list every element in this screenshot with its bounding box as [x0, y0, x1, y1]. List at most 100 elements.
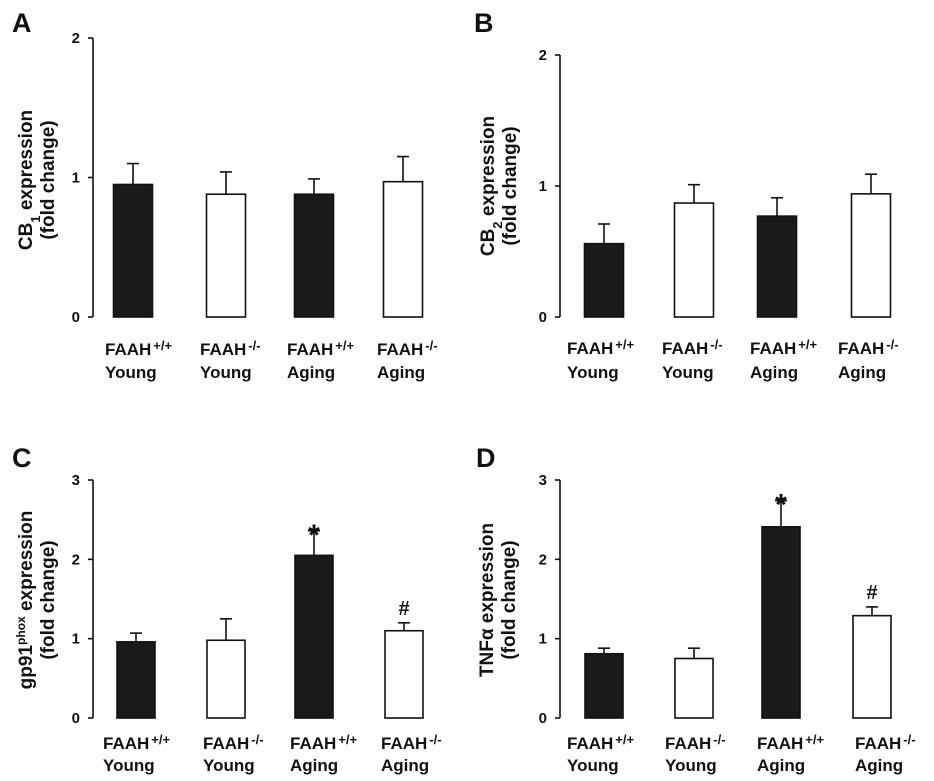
y-tick-label: 0 [539, 309, 547, 326]
category-label-genotype: +/+ [151, 732, 170, 747]
bar [206, 639, 246, 719]
category-label-genotype: -/- [251, 732, 263, 747]
y-tick-label: 0 [72, 309, 80, 326]
category-label-line2: Aging [287, 363, 335, 382]
category-label-gene: FAAH [200, 340, 246, 359]
bar [584, 652, 624, 719]
y-label-part: CB [16, 223, 37, 250]
y-tick-label: 2 [72, 30, 80, 47]
y-label-part: expression [16, 511, 37, 617]
bar [673, 202, 715, 318]
y-axis-label-line1: TNFα expression [477, 523, 498, 677]
y-label-subscript: phox [14, 616, 28, 645]
category-label-line2: Aging [838, 363, 886, 382]
significance-hash: # [866, 582, 877, 604]
bar [293, 193, 335, 318]
y-tick-label: 0 [72, 710, 80, 727]
category-label-genotype: -/- [886, 337, 898, 352]
category-label-line1: FAAH -/- [838, 337, 899, 358]
category-label-genotype: -/- [429, 732, 441, 747]
y-label-subscript: 1 [28, 215, 43, 222]
y-tick-label: 1 [539, 631, 547, 648]
category-label-line1: FAAH +/+ [287, 338, 354, 359]
category-label-line1: FAAH +/+ [757, 732, 824, 753]
category-label-genotype: +/+ [615, 337, 634, 352]
category-label-line1: FAAH +/+ [103, 732, 170, 753]
y-axis-label-line2: (fold change) [500, 126, 521, 245]
panel-letter: C [12, 443, 32, 473]
category-label-line1: FAAH -/- [203, 732, 264, 753]
y-tick-label: 1 [72, 170, 80, 187]
category-label-line2: Aging [290, 756, 338, 775]
bar [852, 614, 892, 719]
category-label-line1: FAAH +/+ [290, 732, 357, 753]
y-axis-label-line1: CB1 expression [16, 110, 43, 250]
category-label-genotype: +/+ [338, 732, 357, 747]
category-label-line2: Aging [757, 756, 805, 775]
category-label-line2: Young [203, 756, 255, 775]
category-label-line2: Young [567, 363, 619, 382]
bar [382, 180, 424, 318]
significance-star: * [775, 489, 787, 522]
panel-letter: D [476, 443, 496, 473]
category-label-line2: Young [103, 756, 155, 775]
y-tick-label: 2 [72, 551, 80, 568]
category-label-genotype: -/- [903, 732, 915, 747]
category-label-line1: FAAH -/- [855, 732, 916, 753]
category-label-line2: Young [662, 363, 714, 382]
category-label-genotype: +/+ [153, 338, 172, 353]
category-label-line1: FAAH -/- [665, 732, 726, 753]
category-label-genotype: +/+ [615, 732, 634, 747]
y-label-part: expression [16, 110, 37, 216]
category-label-genotype: -/- [425, 338, 437, 353]
y-tick-label: 2 [539, 551, 547, 568]
category-label-line2: Young [665, 756, 717, 775]
category-label-gene: FAAH [203, 734, 249, 753]
category-label-gene: FAAH [377, 340, 423, 359]
category-label-line2: Young [567, 756, 619, 775]
category-label-genotype: +/+ [805, 732, 824, 747]
category-label-line1: FAAH +/+ [105, 338, 172, 359]
category-label-genotype: +/+ [335, 338, 354, 353]
significance-star: * [308, 519, 320, 552]
y-axis-label-line2: (fold change) [38, 540, 59, 659]
category-label-line1: FAAH +/+ [567, 337, 634, 358]
y-axis-label: CB2 expression (fold change) [478, 116, 521, 256]
y-axis-label: gp91phox expression (fold change) [14, 511, 59, 690]
category-label-genotype: +/+ [798, 337, 817, 352]
y-axis-label-line1: CB2 expression [478, 116, 505, 256]
panel-c: C 0 1 2 3 gp91phox expression (fold change) * # F… [12, 443, 442, 775]
bar [761, 526, 801, 719]
category-label-line2: Aging [750, 363, 798, 382]
bar [294, 554, 334, 719]
category-label-gene: FAAH [381, 734, 427, 753]
category-label-gene: FAAH [105, 340, 151, 359]
y-tick-label: 2 [539, 47, 547, 64]
bar [583, 242, 625, 318]
panel-letter: B [474, 8, 494, 38]
bar [116, 641, 156, 719]
y-label-part: CB [478, 229, 499, 256]
category-label-gene: FAAH [855, 734, 901, 753]
category-label-gene: FAAH [103, 734, 149, 753]
y-tick-label: 3 [539, 472, 547, 489]
y-label-part: gp91 [16, 645, 37, 690]
category-label-line1: FAAH -/- [662, 337, 723, 358]
y-axis-label: CB1 expression (fold change) [16, 110, 59, 250]
category-label-gene: FAAH [750, 339, 796, 358]
category-label-gene: FAAH [838, 339, 884, 358]
significance-hash: # [398, 598, 409, 620]
category-label-line2: Aging [377, 363, 425, 382]
category-label-gene: FAAH [665, 734, 711, 753]
bar [674, 657, 714, 719]
category-label-gene: FAAH [287, 340, 333, 359]
category-label-line1: FAAH -/- [200, 338, 261, 359]
category-label-line1: FAAH +/+ [567, 732, 634, 753]
category-label-line2: Aging [381, 756, 429, 775]
category-label-line2: Young [105, 363, 157, 382]
bar [205, 193, 247, 318]
